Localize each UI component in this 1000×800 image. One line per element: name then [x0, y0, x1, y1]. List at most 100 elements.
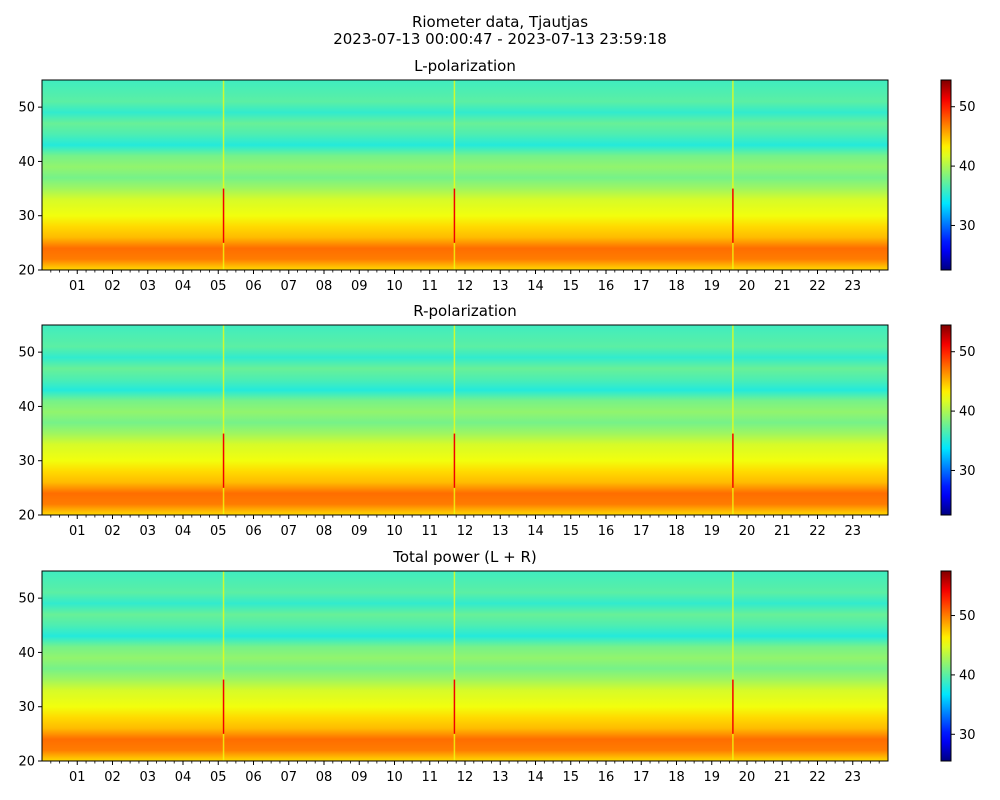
x-tick-label: 04 — [175, 770, 192, 785]
x-tick-label: 05 — [210, 279, 227, 294]
y-tick-label: 40 — [18, 400, 35, 415]
x-tick-label: 05 — [210, 770, 227, 785]
x-tick-label: 12 — [457, 279, 474, 294]
heatmap-field — [42, 325, 888, 515]
x-tick-label: 18 — [668, 770, 685, 785]
figure-subtitle: 2023-07-13 00:00:47 - 2023-07-13 23:59:1… — [333, 30, 667, 48]
heatmap-panel-1: 20 30 40 50 01 02 03 04 05 06 07 08 09 10 11 12 13 14 15 16… — [18, 324, 889, 539]
y-tick-label: 20 — [18, 509, 35, 524]
x-tick-label: 21 — [774, 770, 791, 785]
x-tick-label: 11 — [421, 279, 438, 294]
y-tick-label: 30 — [18, 700, 35, 715]
colorbar-gradient — [940, 79, 952, 271]
x-tick-label: 12 — [457, 524, 474, 539]
colorbar-gradient — [940, 324, 952, 516]
colorbar-tick-label: 50 — [959, 100, 976, 115]
x-tick-label: 19 — [703, 279, 720, 294]
x-tick-label: 07 — [280, 524, 297, 539]
x-tick-label: 23 — [844, 524, 861, 539]
x-tick-label: 11 — [421, 770, 438, 785]
x-tick-label: 13 — [492, 279, 509, 294]
heatmap-field — [42, 571, 888, 761]
x-tick-label: 17 — [633, 770, 650, 785]
x-tick-label: 07 — [280, 770, 297, 785]
y-tick-label: 30 — [18, 209, 35, 224]
x-tick-label: 04 — [175, 524, 192, 539]
colorbar-tick-label: 40 — [959, 668, 976, 683]
y-tick-label: 20 — [18, 264, 35, 279]
panel-title-r-polarization: R-polarization — [413, 302, 517, 320]
x-tick-label: 03 — [139, 770, 156, 785]
x-tick-label: 19 — [703, 524, 720, 539]
heatmap-field — [42, 80, 888, 270]
x-tick-label: 10 — [386, 770, 403, 785]
x-tick-label: 05 — [210, 524, 227, 539]
x-tick-label: 06 — [245, 279, 262, 294]
x-tick-label: 15 — [562, 770, 579, 785]
x-tick-label: 15 — [562, 279, 579, 294]
y-tick-label: 20 — [18, 755, 35, 770]
heatmap-panel-2: 20 30 40 50 01 02 03 04 05 06 07 08 09 10 11 12 13 14 15 16… — [18, 570, 889, 785]
colorbar-2: 30 40 50 — [940, 570, 976, 762]
x-tick-label: 22 — [809, 770, 826, 785]
panel-title-total-power: Total power (L + R) — [393, 548, 537, 566]
x-tick-label: 09 — [351, 279, 368, 294]
x-tick-label: 21 — [774, 524, 791, 539]
x-tick-label: 22 — [809, 279, 826, 294]
colorbar-1: 30 40 50 — [940, 324, 976, 516]
x-tick-label: 20 — [739, 524, 756, 539]
x-tick-label: 16 — [598, 279, 615, 294]
x-tick-label: 18 — [668, 279, 685, 294]
colorbar-tick-label: 40 — [959, 405, 976, 420]
colorbar-tick-label: 50 — [959, 345, 976, 360]
x-tick-label: 14 — [527, 279, 544, 294]
x-tick-label: 17 — [633, 524, 650, 539]
x-tick-label: 14 — [527, 770, 544, 785]
heatmap-panel-0: 20 30 40 50 01 02 03 04 05 06 07 08 09 10 11 12 13 14 15 16… — [18, 79, 889, 294]
colorbar-tick-label: 30 — [959, 728, 976, 743]
x-tick-label: 23 — [844, 770, 861, 785]
x-tick-label: 19 — [703, 770, 720, 785]
x-tick-label: 03 — [139, 524, 156, 539]
x-tick-label: 14 — [527, 524, 544, 539]
x-tick-label: 17 — [633, 279, 650, 294]
y-tick-label: 30 — [18, 454, 35, 469]
y-tick-label: 50 — [18, 346, 35, 361]
x-tick-label: 01 — [69, 770, 86, 785]
x-tick-label: 20 — [739, 770, 756, 785]
x-tick-label: 13 — [492, 524, 509, 539]
x-tick-label: 04 — [175, 279, 192, 294]
x-tick-label: 20 — [739, 279, 756, 294]
x-tick-label: 10 — [386, 279, 403, 294]
y-tick-label: 50 — [18, 101, 35, 116]
colorbar-tick-label: 50 — [959, 609, 976, 624]
x-tick-label: 08 — [316, 279, 333, 294]
y-tick-label: 50 — [18, 592, 35, 607]
x-tick-label: 06 — [245, 524, 262, 539]
figure-title: Riometer data, Tjautjas — [411, 13, 589, 31]
x-tick-label: 06 — [245, 770, 262, 785]
y-tick-label: 40 — [18, 646, 35, 661]
x-tick-label: 03 — [139, 279, 156, 294]
x-tick-label: 11 — [421, 524, 438, 539]
y-tick-label: 40 — [18, 155, 35, 170]
x-tick-label: 09 — [351, 524, 368, 539]
colorbar-0: 30 40 50 — [940, 79, 976, 271]
x-tick-label: 02 — [104, 279, 121, 294]
x-tick-label: 12 — [457, 770, 474, 785]
x-tick-label: 10 — [386, 524, 403, 539]
x-tick-label: 02 — [104, 524, 121, 539]
x-tick-label: 07 — [280, 279, 297, 294]
x-tick-label: 09 — [351, 770, 368, 785]
x-tick-label: 21 — [774, 279, 791, 294]
x-tick-label: 16 — [598, 770, 615, 785]
x-tick-label: 02 — [104, 770, 121, 785]
x-tick-label: 01 — [69, 524, 86, 539]
x-tick-label: 08 — [316, 524, 333, 539]
x-tick-label: 16 — [598, 524, 615, 539]
x-tick-label: 15 — [562, 524, 579, 539]
colorbar-tick-label: 30 — [959, 219, 976, 234]
panel-title-l-polarization: L-polarization — [414, 57, 516, 75]
x-tick-label: 13 — [492, 770, 509, 785]
colorbar-tick-label: 40 — [959, 160, 976, 175]
